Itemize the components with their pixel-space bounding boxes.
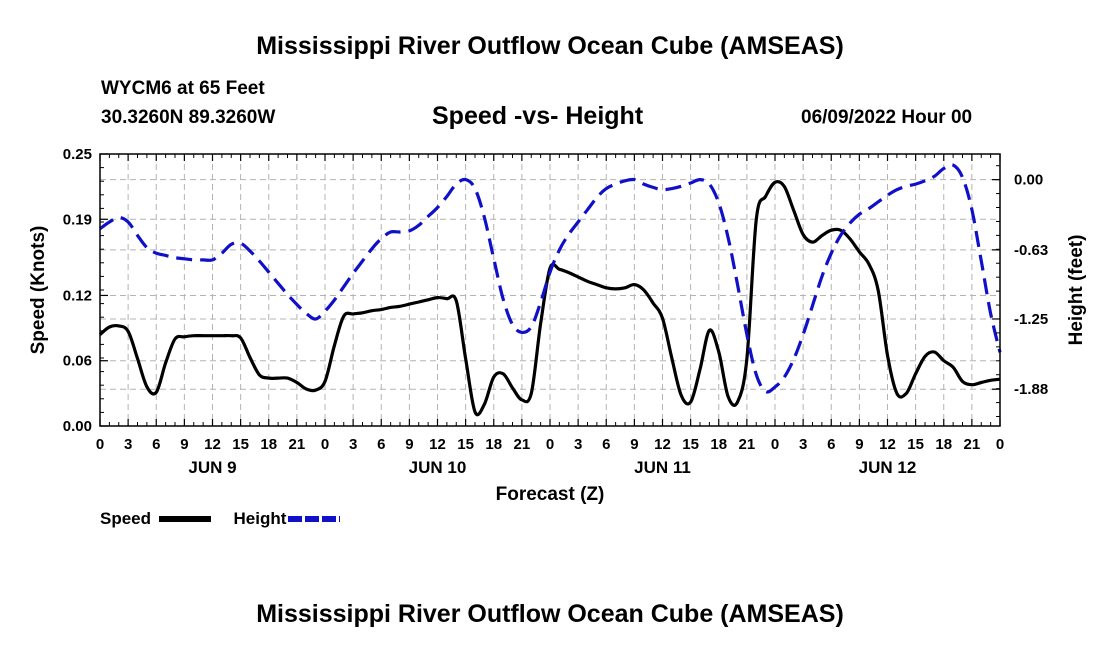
x-tick-label: 9 (630, 436, 638, 453)
y-left-tick-label: 0.06 (63, 353, 92, 370)
y-left-tick-label: 0.00 (63, 418, 92, 435)
x-tick-label: 6 (377, 436, 385, 453)
x-tick-label: 0 (546, 436, 554, 453)
x-tick-label: 0 (321, 436, 329, 453)
x-tick-label: 21 (739, 436, 756, 453)
x-tick-label: 12 (879, 436, 896, 453)
x-tick-label: 3 (349, 436, 357, 453)
x-tick-label: 21 (289, 436, 306, 453)
x-tick-label: 0 (996, 436, 1004, 453)
legend-speed-label: Speed (100, 509, 152, 528)
x-tick-label: 21 (514, 436, 531, 453)
station-label: WYCM6 at 65 Feet (101, 78, 265, 99)
x-tick-label: 15 (232, 436, 249, 453)
x-axis-title: Forecast (Z) (496, 484, 605, 505)
legend-speed-swatch (159, 516, 212, 522)
x-tick-label: 6 (827, 436, 835, 453)
datetime-label: 06/09/2022 Hour 00 (801, 107, 973, 128)
y-right-tick-label: -1.88 (1014, 381, 1048, 398)
x-tick-label: 3 (574, 436, 582, 453)
x-tick-label: 18 (260, 436, 277, 453)
x-tick-label: 21 (964, 436, 981, 453)
speed-height-chart: 0 3 6 9 12 15 18 21 0 3 6 9 12 15 18 21 0 3 6 9 12 15 18 21 0 3 6 9… (28, 146, 1087, 505)
x-tick-label: 0 (771, 436, 779, 453)
y-right-tick-label: -1.25 (1014, 311, 1048, 328)
legend-height: Height (233, 509, 341, 529)
y-right-tick-label: -0.63 (1014, 242, 1048, 259)
x-tick-label: 15 (457, 436, 474, 453)
x-tick-label: 0 (96, 436, 104, 453)
axis-ticks (99, 153, 1001, 427)
legend-speed: Speed (100, 509, 212, 529)
legend-height-swatch (288, 516, 341, 522)
x-tick-label: 9 (180, 436, 188, 453)
day-label: JUN 9 (188, 458, 236, 477)
day-label: JUN 11 (634, 458, 691, 477)
footer-title: Mississippi River Outflow Ocean Cube (AM… (256, 600, 844, 628)
location-label: 30.3260N 89.3260W (101, 107, 276, 128)
x-tick-label: 18 (935, 436, 952, 453)
y-right-tick-label: 0.00 (1014, 172, 1043, 189)
x-tick-label: 9 (855, 436, 863, 453)
x-tick-label: 9 (405, 436, 413, 453)
x-tick-label: 3 (799, 436, 807, 453)
chart-subtitle: Speed -vs- Height (432, 102, 644, 130)
x-tick-label: 6 (152, 436, 160, 453)
day-label: JUN 12 (859, 458, 917, 477)
grid-lines (100, 154, 1000, 426)
y-left-tick-label: 0.19 (63, 211, 92, 228)
x-tick-label: 3 (124, 436, 132, 453)
x-tick-label: 6 (602, 436, 610, 453)
axis-labels: 0 3 6 9 12 15 18 21 0 3 6 9 12 15 18 21 0 3 6 9 12 15 18 21 0 3 6 9… (63, 146, 1048, 477)
x-tick-label: 18 (485, 436, 502, 453)
x-tick-label: 12 (654, 436, 671, 453)
y-axis-left-title: Speed (Knots) (28, 226, 49, 355)
day-label: JUN 10 (409, 458, 467, 477)
x-tick-label: 12 (429, 436, 446, 453)
x-tick-label: 15 (907, 436, 924, 453)
legend-height-label: Height (233, 509, 287, 528)
x-tick-label: 18 (710, 436, 727, 453)
y-left-tick-label: 0.12 (63, 287, 92, 304)
x-tick-label: 15 (682, 436, 699, 453)
y-axis-right-title: Height (feet) (1066, 235, 1087, 346)
x-tick-label: 12 (204, 436, 221, 453)
legend: Speed Height (100, 509, 341, 529)
series-layer (98, 163, 1002, 417)
height-series-line (99, 163, 1002, 394)
y-left-tick-label: 0.25 (63, 146, 92, 163)
main-title: Mississippi River Outflow Ocean Cube (AM… (256, 32, 844, 60)
